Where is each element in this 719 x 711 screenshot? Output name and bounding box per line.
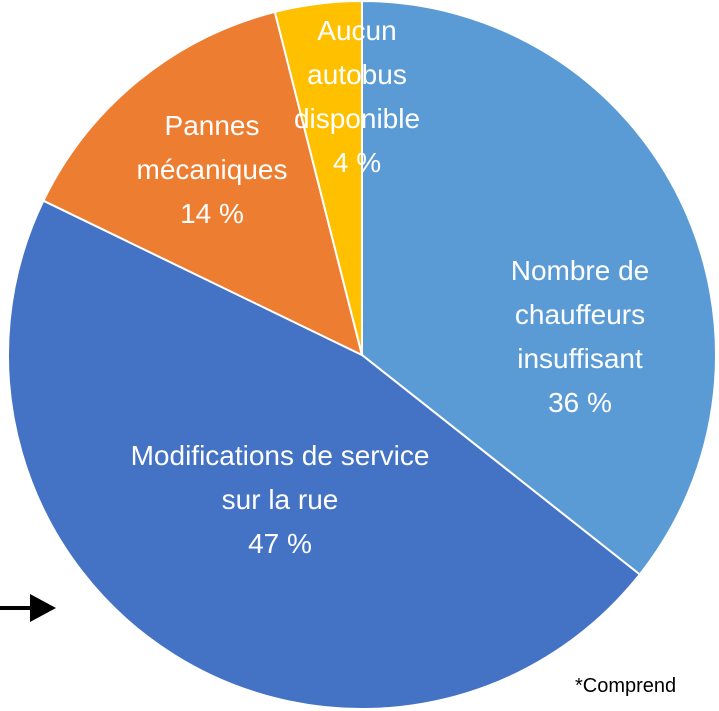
category-label: Nombre de chauffeurs insuffisant (510, 255, 650, 374)
slice-label: Aucun autobus disponible 4 % (282, 9, 432, 185)
slice-label: Nombre de chauffeurs insuffisant 36 % (480, 249, 680, 425)
value-label: 14 % (180, 198, 244, 229)
pie-slice (7, 199, 642, 710)
arrow-head (30, 594, 56, 622)
category-label: Modifications de service sur la rue (130, 440, 430, 515)
footnote: *Comprend (575, 675, 677, 697)
pie-slice (361, 0, 717, 576)
slice-label: Pannes mécaniques 14 % (112, 104, 312, 236)
pie-slice (42, 10, 364, 357)
slice-label: Modifications de service sur la rue 47 % (130, 434, 430, 566)
category-label: Aucun autobus disponible (293, 15, 421, 134)
value-label: 36 % (548, 387, 612, 418)
category-label: Pannes mécaniques (136, 110, 288, 185)
value-label: 4 % (332, 147, 382, 178)
pie-slice (273, 0, 363, 356)
value-label: 47 % (248, 528, 312, 559)
